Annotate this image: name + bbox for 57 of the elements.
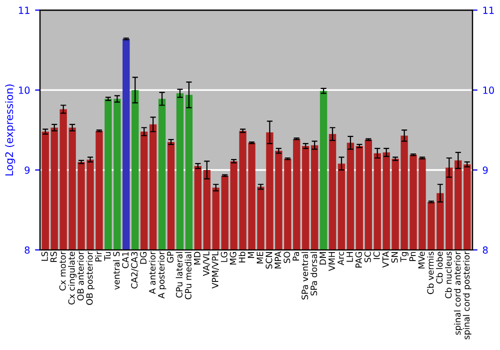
x-tick-label: CPu lateral (176, 252, 182, 298)
x-tick-label: VMH (328, 252, 335, 272)
x-tick-label: LS (41, 252, 48, 261)
x-tick-label: Cx cingulate (68, 252, 76, 305)
x-tick-label: Pn (409, 252, 416, 261)
x-tick-label: Hb (238, 252, 246, 262)
x-tick-label: Arc (338, 252, 344, 266)
y-axis-title: Log2 (expression) (5, 84, 16, 176)
y-tick-label: 11 (18, 6, 30, 14)
y-tick-label: 10 (18, 86, 30, 94)
x-tick-label: VPM/VPL (212, 251, 220, 289)
x-tick-label: LG (220, 252, 228, 262)
x-tick-label: Cb lobe (436, 252, 443, 284)
x-tick-label: VA/VL (202, 251, 210, 276)
x-tick-label: DG (140, 252, 147, 264)
x-tick-label: LH (346, 252, 353, 262)
y-tick-label: 9 (24, 166, 30, 174)
y2-tick-label: 9 (482, 166, 488, 174)
x-tick-label: SN (391, 252, 398, 263)
y2-tick-label: 8 (482, 246, 488, 254)
y2-tick-label: 10 (483, 86, 494, 94)
x-tick-label: spinal cord anterior (454, 251, 462, 335)
x-tick-label: MD (194, 252, 200, 265)
x-tick-label: SCN (266, 252, 272, 269)
x-tick-label: OB anterior (77, 251, 84, 300)
x-tick-label: OB posterior (86, 251, 94, 305)
x-tick-label: RS (50, 252, 57, 262)
x-tick-label: SPa dorsal (310, 252, 318, 296)
x-tick-label: IC (373, 252, 380, 259)
y-tick-label: 8 (24, 246, 30, 254)
x-tick-label: ventral S (113, 252, 120, 290)
x-tick-label: Cb nucleus (445, 252, 452, 298)
x-tick-label: CPu medial (184, 252, 192, 300)
x-tick-label: MPA (274, 251, 282, 268)
x-tick-label: Pir (95, 251, 102, 262)
x-tick-label: ME (256, 252, 264, 264)
x-tick-label: Pa (292, 252, 300, 261)
x-tick-label: M (248, 252, 254, 258)
x-tick-label: A anterior (148, 251, 156, 294)
x-tick-label: MVe (418, 252, 425, 268)
x-tick-label: Tu (104, 252, 111, 261)
x-tick-label: Cx motor (59, 251, 66, 290)
x-tick-label: VTA (382, 251, 389, 268)
y2-tick-label: 11 (483, 6, 494, 14)
x-tick-label: SC (364, 252, 371, 262)
x-tick-label: PAG (355, 252, 362, 268)
x-tick-label: DM (320, 252, 326, 265)
x-tick-label: MG (230, 252, 236, 265)
x-tick-label: Tg (400, 252, 408, 262)
x-tick-label: CA2/CA3 (131, 252, 138, 288)
x-tick-label: Cb vermis (427, 252, 434, 294)
x-tick-label: A posterior (158, 251, 166, 298)
x-tick-label: SO (284, 252, 290, 263)
x-tick-label: spinal cord posterior (462, 251, 472, 340)
x-tick-label: CA1 (122, 252, 129, 268)
x-tick-label: SPa ventral (301, 252, 308, 300)
x-tick-label: GP (166, 252, 174, 263)
